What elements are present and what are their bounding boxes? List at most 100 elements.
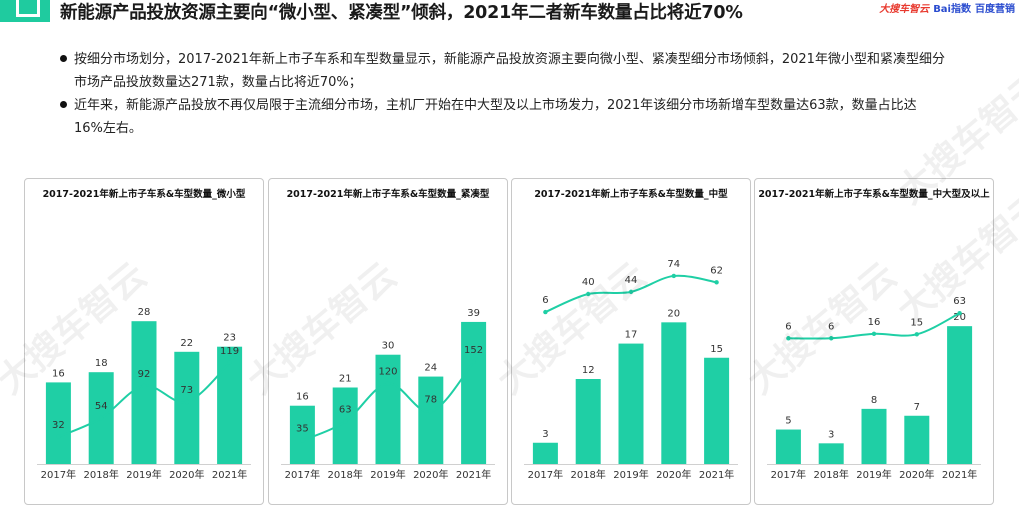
- x-tick-label: 2019年: [613, 468, 648, 481]
- line-data-label: 74: [667, 259, 680, 270]
- line-point: [871, 331, 877, 337]
- line-point: [471, 359, 476, 365]
- line-data-label: 44: [625, 275, 638, 286]
- brand-baidu-logo: Bai指数: [933, 4, 971, 15]
- line-data-label: 32: [52, 420, 65, 431]
- line-data-label: 6: [542, 295, 548, 306]
- bar-data-label: 7: [914, 402, 920, 413]
- bar: [775, 429, 801, 464]
- bar-data-label: 39: [467, 308, 480, 319]
- chart-title: 2017-2021年新上市子车系&车型数量_中型: [534, 188, 728, 200]
- bar: [532, 442, 558, 464]
- line-data-label: 6: [785, 321, 791, 332]
- line-point: [428, 409, 433, 414]
- bar: [861, 408, 887, 464]
- x-tick-label: 2021年: [942, 468, 977, 481]
- summary-bullets: 按细分市场划分，2017-2021年新上市子车系和车型数量显示，新能源产品投放资…: [60, 48, 945, 140]
- brand-logos: 大搜车智云 Bai指数 百度营销: [879, 0, 1015, 15]
- x-tick-label: 2018年: [570, 468, 605, 481]
- x-tick-label: 2017年: [528, 468, 563, 481]
- line-point: [914, 332, 919, 337]
- bar-data-label: 5: [785, 416, 791, 427]
- line-point: [300, 438, 305, 443]
- chart-panel-midsize: 2017-2021年新上市子车系&车型数量_中型 3 12 17 20 15 6 40 44 74…: [511, 178, 751, 505]
- x-tick-label: 2019年: [370, 468, 405, 481]
- line-data-label: 63: [339, 405, 352, 416]
- bar-data-label: 23: [223, 333, 236, 344]
- bar-data-label: 16: [52, 368, 65, 379]
- chart-title: 2017-2021年新上市子车系&车型数量_紧凑型: [287, 188, 490, 200]
- bar-data-label: 18: [95, 358, 108, 369]
- line-point: [141, 383, 147, 388]
- line-point: [714, 280, 719, 285]
- x-tick-label: 2021年: [212, 468, 247, 481]
- bar-data-label: 21: [339, 374, 352, 385]
- line-data-label: 73: [180, 385, 193, 396]
- bar: [217, 346, 243, 464]
- line-data-label: 63: [953, 296, 966, 307]
- line-data-label: 92: [138, 369, 151, 380]
- bar-data-label: 24: [424, 363, 437, 374]
- bar-data-label: 12: [582, 365, 595, 376]
- chart-panel-compact: 2017-2021年新上市子车系&车型数量_紧凑型 16 21 30 24 39 35 63 1…: [268, 178, 508, 505]
- line-point: [99, 415, 104, 421]
- chart-title: 2017-2021年新上市子车系&车型数量_中大型及以上: [758, 188, 990, 200]
- x-tick-label: 2017年: [41, 468, 76, 481]
- chart-svg: 2017-2021年新上市子车系&车型数量_微小型 16 18 28 22 23 32 54 9…: [37, 188, 251, 481]
- page-title: 新能源产品投放资源主要向“微小型、紧凑型”倾斜，2021年二者新车数量占比将近7…: [60, 3, 743, 23]
- x-tick-label: 2017年: [285, 468, 320, 481]
- bar-data-label: 22: [180, 338, 193, 349]
- line-point: [829, 336, 834, 341]
- line-point: [957, 310, 962, 316]
- x-tick-label: 2017年: [771, 468, 806, 481]
- bar-data-label: 15: [710, 344, 723, 355]
- bar-data-label: 20: [667, 308, 680, 319]
- line-point: [385, 381, 391, 386]
- x-tick-label: 2021年: [699, 468, 734, 481]
- bar: [461, 321, 487, 464]
- line-data-label: 152: [464, 345, 483, 356]
- bar-data-label: 3: [542, 429, 548, 440]
- line-data-label: 120: [378, 366, 397, 377]
- line-point: [343, 419, 348, 424]
- line-data-label: 40: [582, 277, 595, 288]
- chart-svg: 2017-2021年新上市子车系&车型数量_中型 3 12 17 20 15 6 40 44 74…: [524, 188, 738, 481]
- x-tick-label: 2020年: [899, 468, 934, 481]
- line-point: [184, 399, 189, 405]
- line-data-label: 119: [220, 346, 239, 357]
- brand-index-label: 指数: [951, 4, 971, 15]
- x-tick-label: 2018年: [327, 468, 362, 481]
- line-data-label: 15: [910, 317, 923, 328]
- line-data-label: 16: [868, 317, 881, 328]
- bar: [704, 357, 730, 464]
- line-data-label: 6: [828, 321, 834, 332]
- x-tick-label: 2020年: [169, 468, 204, 481]
- bar-data-label: 17: [625, 330, 638, 341]
- logo-mark: [0, 0, 50, 22]
- line-data-label: 78: [424, 395, 437, 406]
- line-data-label: 35: [296, 424, 309, 435]
- line-data-label: 62: [710, 265, 723, 276]
- line-data-label: 54: [95, 401, 108, 412]
- bar-data-label: 3: [828, 429, 834, 440]
- bar: [661, 322, 687, 464]
- bar: [375, 354, 401, 464]
- bar: [818, 443, 844, 464]
- bar: [618, 343, 644, 464]
- bar: [174, 351, 200, 464]
- x-tick-label: 2018年: [813, 468, 848, 481]
- x-tick-label: 2021年: [456, 468, 491, 481]
- line-point: [227, 360, 232, 366]
- bar-data-label: 16: [296, 392, 309, 403]
- line-point: [628, 289, 634, 295]
- chart-panel-mini: 2017-2021年新上市子车系&车型数量_微小型 16 18 28 22 23 32 54 9…: [24, 178, 264, 505]
- line-point: [786, 336, 791, 341]
- x-tick-label: 2018年: [83, 468, 118, 481]
- brand-baidu-marketing-logo: 百度营销: [975, 4, 1015, 15]
- chart-title: 2017-2021年新上市子车系&车型数量_微小型: [43, 188, 246, 200]
- x-tick-label: 2019年: [856, 468, 891, 481]
- chart-svg: 2017-2021年新上市子车系&车型数量_紧凑型 16 21 30 24 39 35 63 1…: [281, 188, 495, 481]
- brand-dasouche-logo: 大搜车智云: [879, 4, 930, 15]
- bar: [904, 415, 930, 464]
- bar-data-label: 30: [382, 341, 395, 352]
